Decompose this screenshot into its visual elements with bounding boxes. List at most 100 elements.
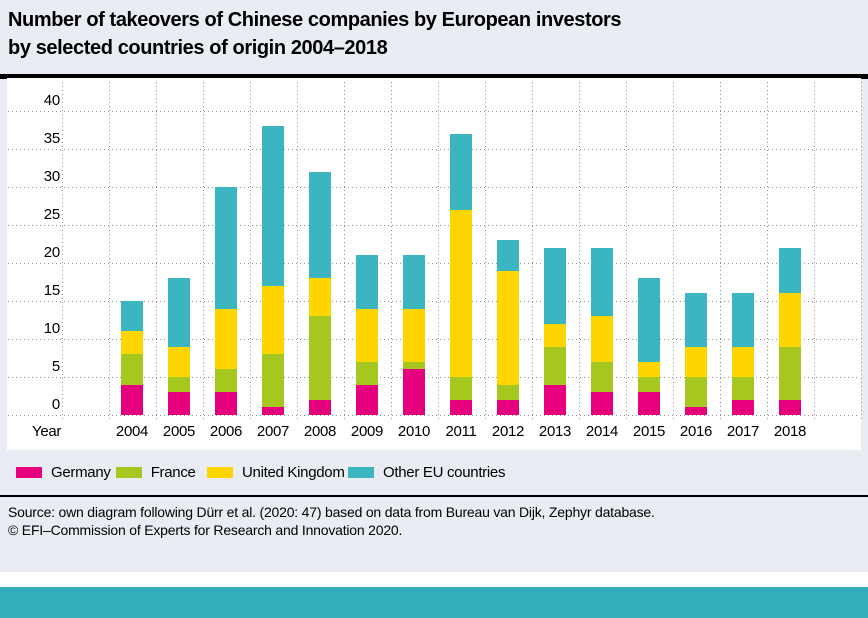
bar-segment-united-kingdom-2005 xyxy=(168,346,190,378)
bar-segment-france-2006 xyxy=(215,369,237,393)
bar-segment-germany-2009 xyxy=(356,384,378,415)
bar-segment-germany-2014 xyxy=(591,392,613,415)
bar-segment-other-eu-countries-2016 xyxy=(685,293,707,347)
bar-2014 xyxy=(591,247,613,415)
bar-segment-united-kingdom-2018 xyxy=(779,293,801,347)
legend-label-united-kingdom: United Kingdom xyxy=(242,464,345,481)
gridline-h-20 xyxy=(8,263,860,264)
bar-segment-united-kingdom-2015 xyxy=(638,361,660,378)
copyright-note: © EFI–Commission of Experts for Research… xyxy=(8,522,403,538)
bar-2011 xyxy=(450,133,472,415)
gridline-h-40 xyxy=(8,111,860,112)
title-line-1: Number of takeovers of Chinese companies… xyxy=(8,9,622,31)
x-tick-label-2015: 2015 xyxy=(632,423,666,440)
y-tick-label-25: 25 xyxy=(43,206,60,223)
gridline-v-6 xyxy=(343,82,345,420)
bar-segment-france-2015 xyxy=(638,377,660,393)
figure-title: Number of takeovers of Chinese companies… xyxy=(8,6,622,62)
bar-2005 xyxy=(168,278,190,415)
bar-segment-france-2014 xyxy=(591,361,613,393)
bar-segment-germany-2013 xyxy=(544,384,566,415)
bar-segment-germany-2006 xyxy=(215,392,237,415)
bar-segment-germany-2007 xyxy=(262,407,284,415)
legend-swatch-germany xyxy=(16,467,42,478)
bar-segment-united-kingdom-2012 xyxy=(497,270,519,385)
legend-item-other-eu-countries: Other EU countries xyxy=(348,464,505,481)
x-tick-label-2007: 2007 xyxy=(256,423,290,440)
y-tick-label-15: 15 xyxy=(43,282,60,299)
bar-segment-other-eu-countries-2015 xyxy=(638,278,660,362)
bar-segment-germany-2015 xyxy=(638,392,660,415)
legend-item-france: France xyxy=(115,464,196,481)
gridline-v-10 xyxy=(531,82,533,420)
bar-segment-france-2017 xyxy=(732,377,754,400)
x-tick-label-2008: 2008 xyxy=(303,423,337,440)
bar-segment-france-2018 xyxy=(779,346,801,400)
source-note: Source: own diagram following Dürr et al… xyxy=(8,504,655,520)
y-tick-label-20: 20 xyxy=(43,244,60,261)
gridline-h-35 xyxy=(8,149,860,150)
bar-segment-united-kingdom-2009 xyxy=(356,308,378,362)
bar-segment-other-eu-countries-2012 xyxy=(497,240,519,271)
bar-segment-france-2005 xyxy=(168,377,190,393)
legend-swatch-france xyxy=(115,467,142,478)
legend-label-germany: Germany xyxy=(51,464,111,481)
bar-2007 xyxy=(262,126,284,415)
bar-segment-other-eu-countries-2010 xyxy=(403,255,425,309)
bar-segment-germany-2004 xyxy=(121,384,143,415)
bar-segment-other-eu-countries-2011 xyxy=(450,133,472,210)
bar-segment-other-eu-countries-2006 xyxy=(215,187,237,309)
bar-segment-france-2012 xyxy=(497,384,519,400)
gridline-v-14 xyxy=(719,82,721,420)
gridline-v-1 xyxy=(108,82,110,420)
bar-segment-germany-2017 xyxy=(732,399,754,415)
plot-area: 0 5 10 15 20 25 30 35 40 Year 2004 2005 2006 2007 20… xyxy=(7,78,862,450)
y-tick-label-35: 35 xyxy=(43,130,60,147)
bar-2010 xyxy=(403,255,425,415)
bar-segment-france-2004 xyxy=(121,354,143,385)
bar-segment-germany-2008 xyxy=(309,399,331,415)
bar-segment-germany-2016 xyxy=(685,407,707,415)
bar-2004 xyxy=(121,301,143,415)
footer-divider-rule xyxy=(0,495,868,497)
x-tick-label-2014: 2014 xyxy=(585,423,619,440)
bar-segment-france-2010 xyxy=(403,361,425,370)
bar-segment-other-eu-countries-2007 xyxy=(262,126,284,286)
gridline-h-25 xyxy=(8,225,860,226)
x-tick-label-2011: 2011 xyxy=(445,423,477,440)
bar-2009 xyxy=(356,255,378,415)
title-line-2: by selected countries of origin 2004–201… xyxy=(8,37,388,59)
bar-segment-germany-2012 xyxy=(497,399,519,415)
legend-item-germany: Germany xyxy=(16,464,111,481)
bar-segment-united-kingdom-2004 xyxy=(121,331,143,355)
gridline-v-8 xyxy=(437,82,439,420)
bar-segment-france-2013 xyxy=(544,346,566,385)
gridline-v-3 xyxy=(202,82,204,420)
gridline-v-16 xyxy=(813,82,815,420)
bar-segment-united-kingdom-2013 xyxy=(544,323,566,347)
bar-2006 xyxy=(215,187,237,415)
x-tick-label-2013: 2013 xyxy=(538,423,572,440)
legend-item-united-kingdom: United Kingdom xyxy=(207,464,345,481)
gridline-h-0 xyxy=(8,415,860,416)
x-tick-label-2012: 2012 xyxy=(491,423,525,440)
gridline-h-15 xyxy=(8,301,860,302)
gridline-v-0 xyxy=(61,82,63,420)
bar-segment-france-2016 xyxy=(685,377,707,408)
bar-segment-united-kingdom-2008 xyxy=(309,278,331,317)
bar-2016 xyxy=(685,293,707,415)
legend-swatch-other-eu-countries xyxy=(348,467,374,478)
x-tick-label-2009: 2009 xyxy=(350,423,384,440)
gridline-v-4 xyxy=(249,82,251,420)
y-tick-label-10: 10 xyxy=(43,320,60,337)
bar-2013 xyxy=(544,247,566,415)
bar-segment-other-eu-countries-2009 xyxy=(356,255,378,309)
bar-segment-france-2009 xyxy=(356,361,378,385)
x-tick-label-2016: 2016 xyxy=(679,423,713,440)
legend-label-france: France xyxy=(150,464,196,481)
gridline-v-15 xyxy=(766,82,768,420)
bar-segment-other-eu-countries-2018 xyxy=(779,247,801,294)
y-tick-label-5: 5 xyxy=(51,358,60,375)
bar-2015 xyxy=(638,278,660,415)
bar-segment-united-kingdom-2011 xyxy=(450,209,472,378)
